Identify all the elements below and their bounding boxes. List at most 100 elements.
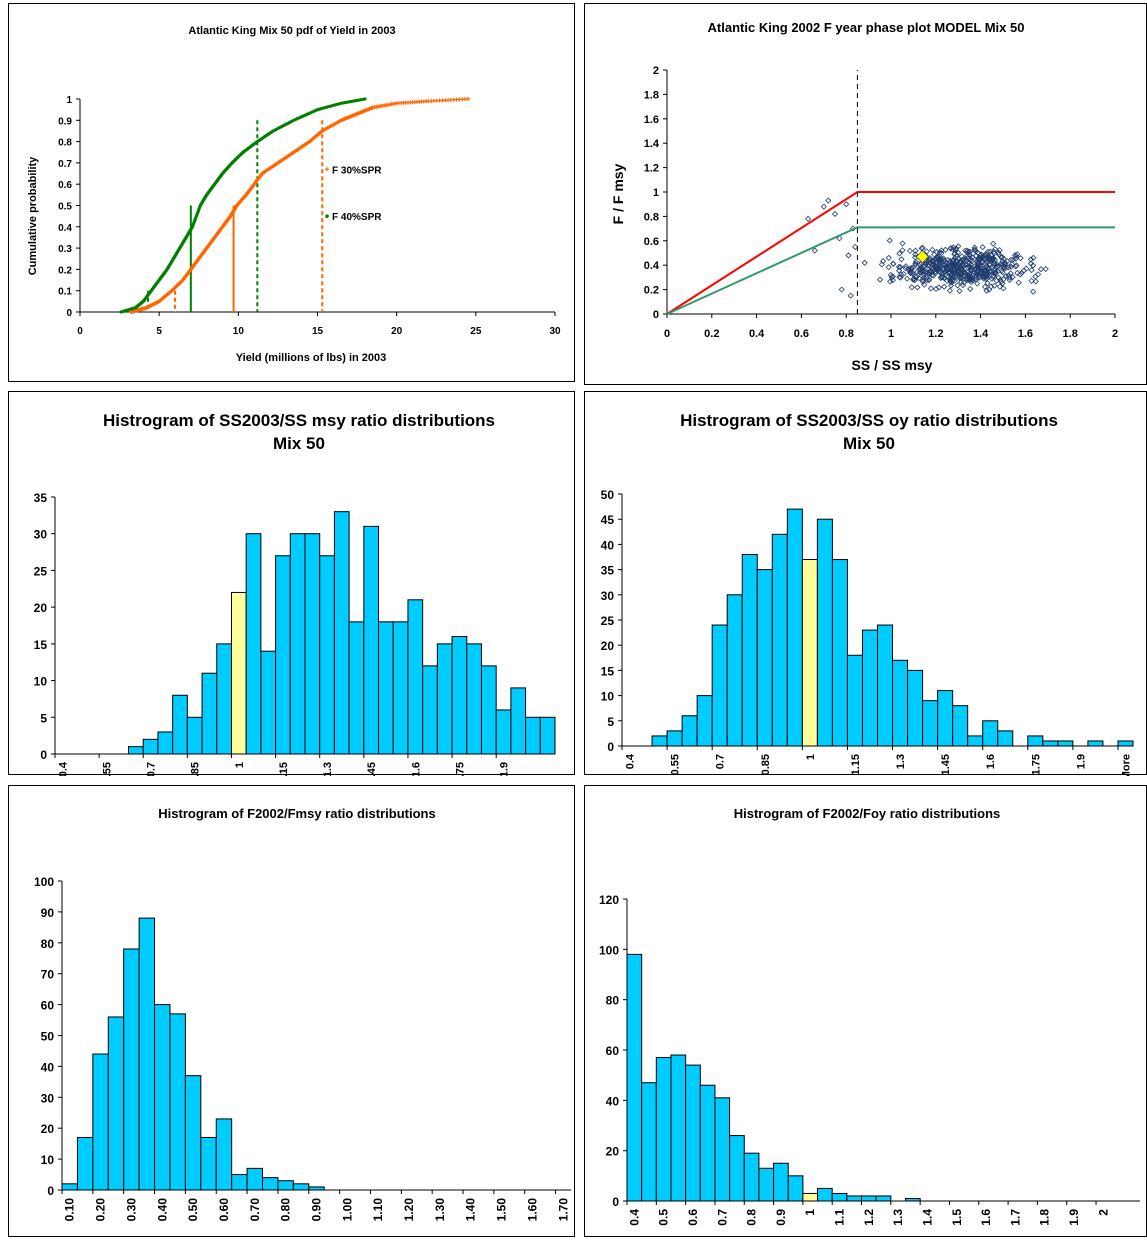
- y-tick-label: 0.7: [58, 159, 72, 170]
- histogram-bar: [681, 715, 698, 747]
- x-tick-label: 0.90: [310, 1198, 324, 1222]
- data-point: [825, 197, 832, 204]
- x-tick-label: 0.7: [715, 754, 727, 769]
- data-point: [1017, 271, 1024, 278]
- y-tick-label: 0.1: [58, 287, 72, 298]
- x-tick-label: 0.55: [670, 754, 682, 775]
- x-tick-label: 1.45: [940, 754, 952, 775]
- data-point: [919, 277, 926, 284]
- data-point: [845, 252, 852, 259]
- y-tick-label: 0.2: [644, 285, 659, 297]
- data-point: [880, 258, 887, 265]
- data-point: [936, 249, 943, 256]
- data-point: [924, 259, 931, 266]
- x-tick-label: 1.30: [433, 1198, 447, 1222]
- histogram-bar: [771, 533, 788, 747]
- y-tick-label: 5: [40, 711, 47, 725]
- x-tick-label: 0: [77, 326, 83, 337]
- y-tick-label: 15: [34, 638, 48, 652]
- data-point: [923, 274, 930, 282]
- legend-label: F 30%SPR: [332, 165, 382, 176]
- x-tick-label: 0.2: [704, 328, 719, 340]
- histogram-bar: [525, 716, 541, 755]
- x-tick-label: 0.4: [749, 328, 765, 340]
- data-point: [969, 254, 976, 261]
- histogram-bar: [231, 1174, 248, 1191]
- histogram-bar: [786, 508, 803, 747]
- data-point: [942, 246, 949, 253]
- data-point: [975, 256, 982, 263]
- histogram-bar: [138, 917, 156, 1191]
- phase-plot-chart: Atlantic King 2002 F year phase plot MOD…: [584, 3, 1147, 385]
- histogram-bar: [801, 559, 818, 747]
- data-point: [843, 201, 850, 208]
- histogram-bar: [875, 1195, 892, 1202]
- histogram-bar: [1042, 740, 1059, 747]
- data-point: [929, 246, 936, 253]
- data-point: [885, 264, 892, 271]
- chart-title: Histrogram of F2002/Foy ratio distributi…: [734, 806, 1001, 821]
- histogram-bar: [422, 665, 438, 755]
- data-point: [889, 273, 896, 280]
- x-tick-label: 2: [1112, 328, 1118, 340]
- data-point: [1028, 277, 1035, 284]
- histogram-bar: [877, 624, 894, 747]
- chart-title: Atlantic King Mix 50 pdf of Yield in 200…: [188, 25, 395, 37]
- data-point: [927, 285, 935, 292]
- x-tick-label: 1.40: [464, 1198, 478, 1222]
- histogram-bar: [982, 720, 999, 747]
- data-point: [953, 272, 960, 279]
- data-point: [1042, 265, 1049, 273]
- data-point: [971, 263, 978, 270]
- data-point: [999, 260, 1006, 268]
- data-point: [847, 292, 854, 299]
- x-tick-label: 1.6: [410, 762, 422, 776]
- data-point: [925, 257, 932, 264]
- histogram-bar: [495, 709, 512, 755]
- data-point: [976, 254, 983, 261]
- data-point: [1030, 288, 1037, 295]
- histogram-bar: [215, 1118, 233, 1191]
- x-tick-label: 1.10: [371, 1198, 385, 1222]
- x-tick-label: 0.85: [760, 754, 772, 775]
- data-point: [963, 248, 970, 255]
- data-point: [989, 263, 996, 270]
- x-tick-label: 1.15: [850, 754, 862, 775]
- f-oy-histogram: Histrogram of F2002/Foy ratio distributi…: [584, 785, 1147, 1237]
- y-tick-label: 0: [612, 1195, 619, 1209]
- x-tick-label: 0.6: [794, 328, 809, 340]
- data-point: [838, 286, 845, 293]
- data-point: [938, 249, 945, 257]
- data-point: [959, 256, 966, 264]
- histogram-bar: [154, 1004, 171, 1191]
- data-point: [990, 248, 997, 255]
- histogram-bar: [246, 1167, 264, 1191]
- data-point: [886, 237, 893, 244]
- data-point: [934, 265, 941, 273]
- data-point: [924, 262, 931, 269]
- histogram-bar: [289, 533, 306, 755]
- f-oy-histogram-svg: Histrogram of F2002/Foy ratio distributi…: [599, 806, 1140, 1226]
- data-point: [929, 266, 936, 273]
- data-point: [968, 261, 975, 268]
- x-tick-label: 1: [888, 328, 894, 340]
- data-point: [1002, 264, 1010, 271]
- data-point: [986, 254, 993, 261]
- histogram-bar: [670, 1054, 687, 1202]
- histogram-bar: [169, 1013, 186, 1191]
- data-point: [963, 277, 970, 284]
- data-point: [966, 264, 973, 271]
- histogram-bar: [1117, 740, 1134, 747]
- y-tick-label: 100: [34, 875, 54, 889]
- data-point: [861, 259, 868, 266]
- histogram-bar: [245, 533, 262, 755]
- x-tick-label: 1.6: [979, 1209, 993, 1226]
- y-tick-label: 100: [599, 943, 619, 957]
- y-tick-label: 2: [653, 65, 659, 77]
- data-point: [885, 254, 892, 261]
- data-point: [984, 272, 991, 280]
- y-tick-label: 0.6: [58, 180, 72, 191]
- y-tick-label: 1.4: [644, 138, 660, 150]
- data-point: [941, 268, 948, 275]
- data-point: [973, 274, 980, 281]
